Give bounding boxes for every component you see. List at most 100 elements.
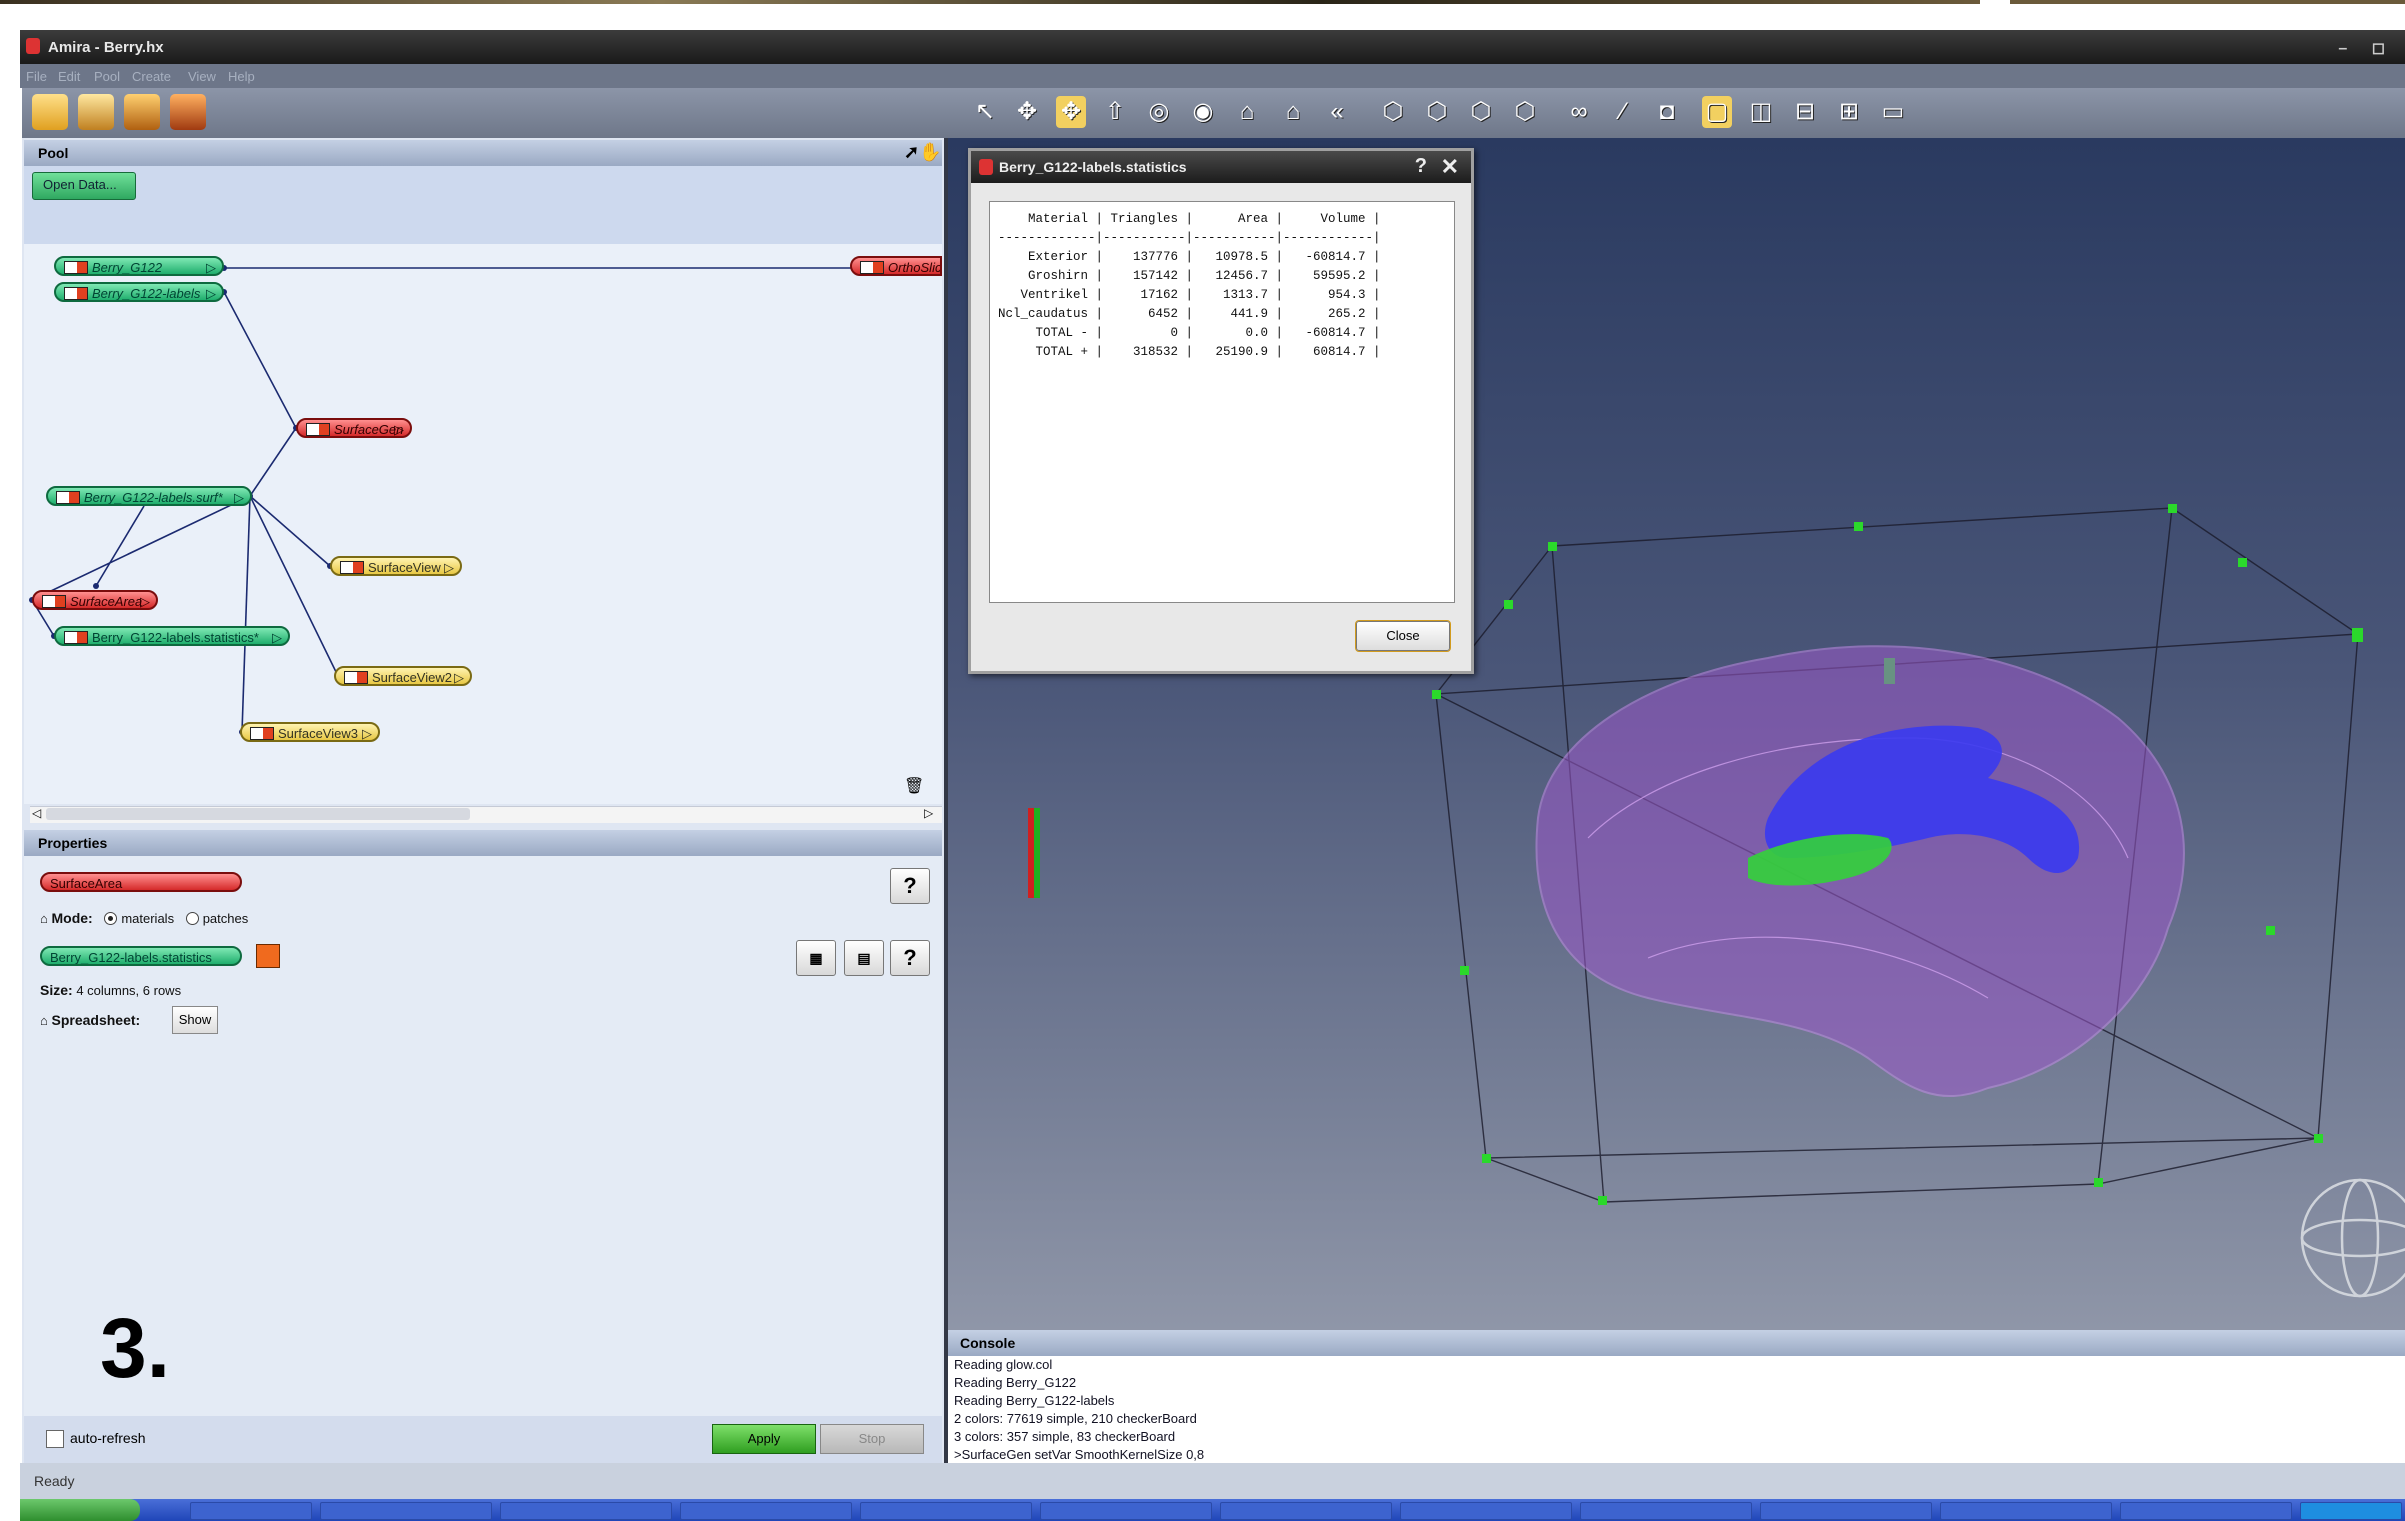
menu-file[interactable]: File [26,69,47,84]
size-row: Size: 4 columns, 6 rows [40,982,181,998]
home-icon[interactable]: ⌂ [1239,98,1255,125]
node-surface-gen[interactable]: SurfaceGen ▷ [296,418,412,438]
console-line: >SurfaceGen setVar SmoothKernelSize 0,8 [954,1447,1205,1462]
3d-viewer[interactable] [948,138,2405,1330]
status-bar: Ready [20,1463,2405,1499]
window-titlebar: Amira - Berry.hx – ◻ [20,30,2405,64]
taskbar-item[interactable] [1580,1502,1752,1520]
pool-view-icon[interactable] [32,94,68,130]
menu-view[interactable]: View [188,69,216,84]
spin-alt-icon[interactable]: ◉ [1192,98,1214,125]
layout-alt-icon[interactable]: ▭ [1881,98,1905,125]
taskbar-item[interactable] [1400,1502,1572,1520]
node-surface-view[interactable]: SurfaceView ▷ [330,556,462,576]
taskbar-item[interactable] [860,1502,1032,1520]
close-button[interactable]: Close [1355,620,1451,652]
taskbar-item[interactable] [1760,1502,1932,1520]
console-header: Console [948,1330,2405,1356]
menu-create[interactable]: Create [132,69,172,84]
up-arrow-icon[interactable]: ⇧ [1104,98,1126,125]
color-swatch[interactable] [256,944,280,968]
measure-icon[interactable]: ⁄ [1620,98,1625,125]
node-berry-g122[interactable]: Berry_G122 ▷ [54,256,224,276]
trash-icon[interactable]: 🗑 [904,778,925,795]
back-icon[interactable]: « [1330,98,1344,125]
spreadsheet-view-icon[interactable]: ▦ [796,940,836,976]
auto-refresh-checkbox[interactable] [46,1430,64,1448]
stop-button[interactable]: Stop [820,1424,924,1454]
statistics-table[interactable]: Material | Triangles | Area | Volume | -… [989,201,1455,603]
snapshot-camera-icon[interactable]: ◘ [1659,98,1675,125]
menu-bar: File Edit Pool Create View Help [20,64,2405,88]
node-labels-statistics[interactable]: Berry_G122-labels.statistics* ▷ [54,626,290,646]
menu-pool[interactable]: Pool [94,69,121,84]
view-y-icon[interactable]: ⬡ [1426,98,1448,125]
pool-canvas[interactable] [24,244,942,804]
os-taskbar [20,1499,2405,1521]
dialog-help-button[interactable]: ? [1414,155,1427,177]
taskbar-item[interactable] [1220,1502,1392,1520]
taskbar-item[interactable] [190,1502,312,1520]
node-ortho-slice[interactable]: OrthoSlice [850,256,942,276]
window-controls[interactable]: – ◻ [2338,40,2395,57]
show-button[interactable]: Show [172,1006,218,1034]
select-arrow-icon[interactable]: ↖ [974,98,996,125]
taskbar-item[interactable] [2120,1502,2292,1520]
console-output[interactable]: Reading glow.col Reading Berry_G122 Read… [948,1356,2405,1463]
layout-single-icon[interactable]: ▢ [1702,96,1732,128]
spin-icon[interactable]: ◎ [1148,98,1170,125]
apply-button[interactable]: Apply [712,1424,816,1454]
scroll-right-arrow-icon[interactable]: ▷ [924,806,934,820]
layout-two-horizontal-icon[interactable]: ⊟ [1794,98,1816,125]
scroll-left-arrow-icon[interactable]: ◁ [32,806,42,820]
help-button[interactable]: ? [890,868,930,904]
spreadsheet-label: Spreadsheet: [51,1012,141,1028]
mode-materials-radio[interactable] [104,912,118,925]
module-name-button[interactable]: SurfaceArea [40,872,242,892]
taskbar-item[interactable] [500,1502,672,1520]
set-home-icon[interactable]: ⌂ [1285,98,1301,125]
menu-edit[interactable]: Edit [58,69,81,84]
console-line: Reading glow.col [954,1357,1053,1372]
taskbar-item[interactable] [320,1502,492,1520]
port-icon: ⌂ [40,1013,48,1028]
node-surface-view3[interactable]: SurfaceView3 ▷ [240,722,380,742]
layers-icon[interactable] [124,94,160,130]
tree-view-icon[interactable] [78,94,114,130]
translate-icon[interactable]: ✥ [1016,98,1038,125]
view-z-icon[interactable]: ⬡ [1470,98,1492,125]
statistics-dialog: Berry_G122-labels.statistics ? ✕ Materia… [968,148,1474,674]
caudate-surface [1748,834,1892,886]
layout-two-vertical-icon[interactable]: ◫ [1749,98,1773,125]
amira-app-icon [979,159,993,175]
table-icon[interactable]: ▤ [844,940,884,976]
taskbar-item[interactable] [1940,1502,2112,1520]
background-strip-right [2010,0,2405,4]
view-x-icon[interactable]: ⬡ [1382,98,1404,125]
dialog-titlebar: Berry_G122-labels.statistics ? ✕ [971,151,1471,183]
dialog-close-icon[interactable]: ✕ [1440,154,1459,179]
node-surface-view2[interactable]: SurfaceView2 ▷ [334,666,472,686]
window-title: Amira - Berry.hx [48,39,164,56]
layout-four-icon[interactable]: ⊞ [1838,98,1860,125]
system-tray[interactable] [2300,1502,2402,1520]
pointer-hand-icon[interactable]: ➚✋ [904,142,942,162]
node-labels-surf[interactable]: Berry_G122-labels.surf* ▷ [46,486,252,506]
scrollbar-thumb[interactable] [46,808,470,820]
open-data-button[interactable]: Open Data... [32,172,136,200]
result-name-button[interactable]: Berry_G122-labels.statistics [40,946,242,966]
movie-icon[interactable] [170,94,206,130]
stereo-glasses-icon[interactable]: ∞ [1570,98,1588,125]
view-free-icon[interactable]: ⬡ [1514,98,1536,125]
help-button-2[interactable]: ? [890,940,930,976]
taskbar-item[interactable] [1040,1502,1212,1520]
panel-divider[interactable] [944,88,948,1463]
rotate-icon[interactable]: ✥ [1056,96,1086,128]
node-surface-area[interactable]: SurfaceArea ▷ [32,590,158,610]
menu-help[interactable]: Help [228,69,255,84]
start-button[interactable] [20,1499,140,1521]
navigation-trackball [2300,1178,2405,1298]
taskbar-item[interactable] [680,1502,852,1520]
node-berry-g122-labels[interactable]: Berry_G122-labels ▷ [54,282,224,302]
mode-patches-radio[interactable] [185,912,199,925]
